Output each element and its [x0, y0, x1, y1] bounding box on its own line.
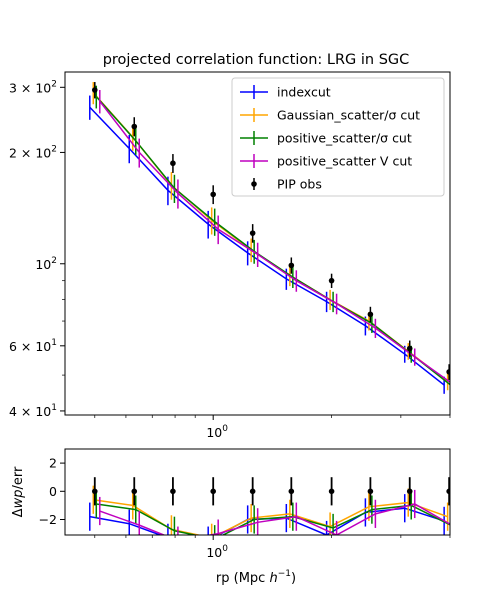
point-pip-obs-6	[329, 278, 335, 284]
point-pip-obs-1	[131, 124, 137, 130]
y-tick-label-1: 6 × 101	[9, 338, 57, 354]
y-tick-label-4: 3 × 102	[9, 79, 57, 95]
point-pip-obs-0	[92, 87, 98, 93]
residual-y-tick-label-1: 0	[49, 484, 57, 499]
residual-point-pip-obs-0	[92, 488, 98, 494]
point-pip-obs-4	[250, 230, 256, 236]
legend-label-gaussian-scatter-cut: Gaussian_scatter/σ cut	[277, 108, 420, 123]
legend: indexcut Gaussian_scatter/σ cut positive_s…	[232, 78, 444, 196]
residual-point-pip-obs-1	[131, 488, 137, 494]
point-pip-obs-8	[407, 346, 413, 352]
residual-y-tick-label-0: −2	[39, 512, 57, 527]
y-tick-label-0: 4 × 101	[9, 403, 57, 419]
residual-point-pip-obs-2	[170, 488, 176, 494]
chart-title: projected correlation function: LRG in S…	[103, 52, 410, 68]
residual-point-pip-obs-6	[329, 488, 335, 494]
legend-label-positive-scatter-v-cut: positive_scatter V cut	[277, 154, 412, 169]
legend-label-positive-scatter-cut: positive_scatter/σ cut	[277, 131, 412, 146]
point-pip-obs-3	[210, 192, 216, 198]
residual-point-pip-obs-5	[289, 488, 295, 494]
y-tick-label-3: 2 × 102	[9, 144, 57, 160]
residual-point-pip-obs-8	[407, 488, 413, 494]
residual-y-tick-label-2: 2	[49, 456, 57, 471]
point-pip-obs-5	[289, 263, 295, 269]
residual-point-pip-obs-3	[210, 488, 216, 494]
legend-item-indexcut: indexcut	[240, 85, 331, 100]
residual-y-axis-label: Δwp/err	[11, 466, 26, 517]
legend-label-indexcut: indexcut	[277, 85, 331, 100]
residual-point-pip-obs-7	[368, 488, 374, 494]
legend-label-pip-obs: PIP obs	[277, 177, 322, 192]
residual-point-pip-obs-4	[250, 488, 256, 494]
point-pip-obs-7	[368, 312, 374, 318]
point-pip-obs-2	[170, 160, 176, 166]
